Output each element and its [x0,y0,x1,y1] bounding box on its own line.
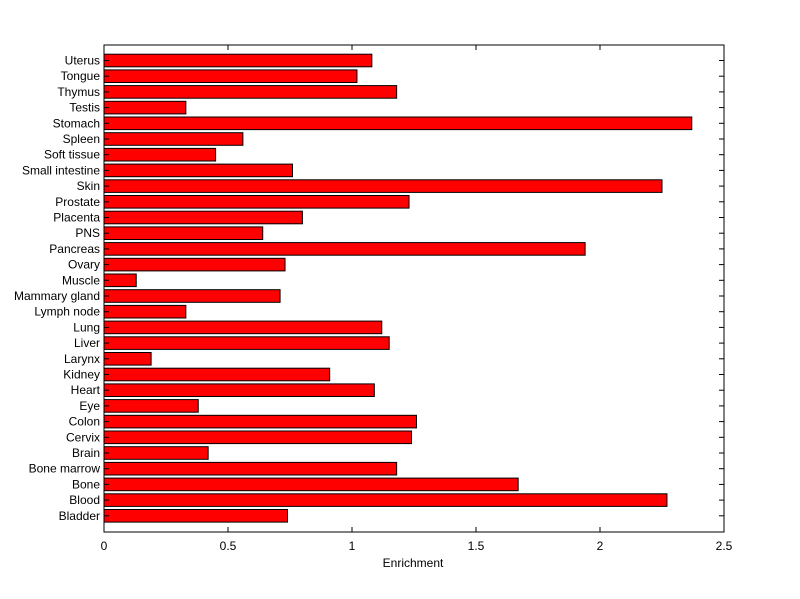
y-tick-label-thymus: Thymus [57,85,100,99]
y-tick-label-pancreas: Pancreas [49,242,100,256]
y-tick-label-larynx: Larynx [64,352,100,366]
bar-kidney [103,367,331,382]
y-tick-label-bone-marrow: Bone marrow [29,462,101,476]
bar-larynx [103,352,152,366]
y-tick-label-placenta: Placenta [53,211,100,225]
bar-pancreas [103,242,586,256]
bar-tongue [103,69,358,84]
y-tick-label-spleen: Spleen [63,132,100,146]
bar-pns [103,226,264,240]
bar-small-intestine [103,163,293,178]
y-tick-label-liver: Liver [74,336,100,350]
y-tick-label-uterus: Uterus [65,54,100,68]
y-tick-label-testis: Testis [69,101,100,115]
bar-blood [103,493,668,507]
bar-placenta [103,210,303,225]
y-tick-label-tongue: Tongue [61,69,101,83]
x-tick-label: 0.5 [220,539,237,553]
y-tick-label-blood: Blood [69,493,100,507]
y-tick-label-skin: Skin [77,179,100,193]
y-tick-label-prostate: Prostate [55,195,100,209]
bar-spleen [103,132,244,146]
y-tick-label-eye: Eye [79,399,100,413]
x-axis-label: Enrichment [383,556,444,570]
bar-mammary-gland [103,289,281,303]
y-tick-label-lymph-node: Lymph node [34,305,100,319]
bar-prostate [103,195,410,209]
y-tick-label-colon: Colon [69,415,100,429]
x-tick-label: 0 [101,539,108,553]
x-tick-label: 1 [349,539,356,553]
y-tick-label-brain: Brain [72,446,100,460]
bar-bladder [103,509,289,523]
x-tick-label: 2 [597,539,604,553]
y-tick-label-soft-tissue: Soft tissue [44,148,100,162]
bar-lymph-node [103,304,187,319]
bar-lung [103,320,383,335]
x-tick-label: 2.5 [716,539,733,553]
bar-bone [103,477,519,492]
y-tick-label-ovary: Ovary [68,258,100,272]
y-tick-label-heart: Heart [71,383,101,397]
bar-cervix [103,430,413,445]
y-tick-label-mammary-gland: Mammary gland [14,289,100,303]
y-tick-label-lung: Lung [73,320,100,334]
y-tick-label-stomach: Stomach [53,116,100,130]
x-axis-ticks: 0 0.5 1 1.5 2 2.5 [101,45,733,553]
bar-liver [103,336,390,350]
y-tick-label-muscle: Muscle [62,273,100,287]
y-tick-label-bone: Bone [72,477,100,491]
bar-stomach [103,116,693,131]
bar-bone-marrow [103,461,398,476]
bar-ovary [103,257,286,272]
y-tick-label-kidney: Kidney [63,368,100,382]
bar-testis [103,100,187,115]
y-tick-label-pns: PNS [75,226,100,240]
bar-uterus [103,53,373,68]
bar-eye [103,399,199,413]
bar-heart [103,383,375,397]
bars-group [103,53,693,523]
bar-thymus [103,85,398,99]
x-tick-label: 1.5 [468,539,485,553]
bar-brain [103,446,209,460]
y-tick-label-small-intestine: Small intestine [22,163,100,177]
bar-skin [103,179,663,193]
bar-colon [103,414,417,429]
bar-soft-tissue [103,147,217,162]
y-tick-label-bladder: Bladder [59,509,100,523]
y-tick-label-cervix: Cervix [66,430,100,444]
